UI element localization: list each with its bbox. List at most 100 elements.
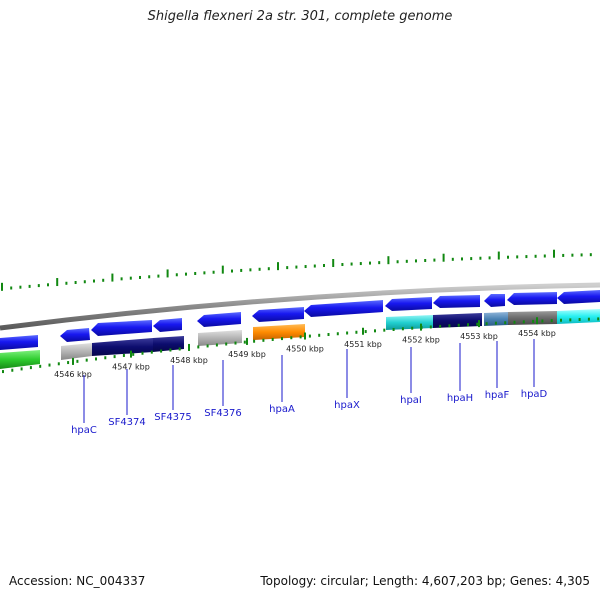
gc-mark	[378, 261, 381, 265]
gene-label[interactable]: hpaF	[485, 390, 510, 401]
scale-dot	[383, 328, 386, 332]
scale-dot	[550, 319, 553, 323]
scale-dot	[76, 359, 79, 363]
scale-tick-label: 4552 kbp	[402, 336, 440, 345]
scale-dot	[587, 317, 590, 321]
gene-class-segment[interactable]	[484, 312, 508, 326]
scale-dot	[532, 319, 535, 323]
gc-mark	[553, 249, 555, 258]
gc-mark	[157, 274, 160, 278]
gene-label[interactable]: SF4376	[204, 408, 242, 419]
gc-mark	[28, 284, 31, 288]
gene-class-segment[interactable]	[557, 309, 600, 324]
gc-mark	[1, 282, 3, 291]
gc-mark	[203, 271, 206, 275]
gene-class-segment[interactable]	[386, 315, 433, 330]
gene-feature[interactable]	[484, 294, 505, 307]
scale-dot	[11, 368, 14, 372]
gc-mark	[433, 258, 436, 262]
gene-label[interactable]: hpaI	[400, 395, 422, 406]
gc-mark	[442, 253, 445, 262]
gene-feature[interactable]	[433, 295, 480, 308]
gc-mark	[221, 265, 224, 274]
scale-major-tick	[478, 320, 480, 328]
scale-dot	[560, 318, 562, 322]
gene-feature[interactable]	[0, 335, 38, 350]
gc-mark	[47, 283, 49, 287]
gene-labels: hpaC SF4374 SF4375 SF4376 hpaA hpaX hpaI hpaH hp…	[71, 339, 548, 436]
gc-mark	[74, 281, 77, 285]
scale-major-tick	[536, 317, 538, 325]
gene-class-segment[interactable]	[433, 313, 482, 328]
scale-dot	[39, 364, 42, 368]
gene-feature[interactable]	[91, 320, 152, 336]
gc-mark	[249, 268, 252, 272]
gc-mark	[166, 269, 169, 278]
gene-feature[interactable]	[252, 307, 304, 322]
scale-dot	[299, 335, 302, 339]
gene-feature[interactable]	[304, 300, 383, 317]
gc-mark	[405, 259, 408, 263]
gc-content-track	[1, 249, 592, 291]
scale-dot	[467, 323, 469, 327]
topology-summary: Topology: circular; Length: 4,607,203 bp…	[260, 574, 590, 588]
gene-label[interactable]: hpaC	[71, 425, 97, 436]
gene-feature[interactable]	[60, 328, 90, 342]
gene-feature[interactable]	[507, 292, 557, 305]
gc-mark	[304, 265, 307, 269]
gene-class-segment[interactable]	[253, 324, 305, 340]
scale-dot	[48, 363, 51, 367]
gene-class-segment[interactable]	[508, 311, 557, 325]
gene-label[interactable]: hpaX	[334, 400, 360, 411]
gc-mark	[359, 262, 362, 266]
gene-label[interactable]: SF4375	[154, 412, 192, 423]
scale-dot	[541, 319, 544, 323]
gc-mark	[516, 255, 519, 259]
scale-dot	[253, 339, 256, 343]
gc-mark	[120, 277, 123, 281]
scale-dot	[160, 349, 163, 353]
scale-dot	[597, 317, 600, 321]
scale-dot	[392, 327, 395, 331]
scale-dot	[401, 327, 404, 331]
gc-mark	[543, 254, 546, 258]
scale-dot	[504, 321, 507, 325]
gc-mark	[350, 262, 353, 266]
scale-dot	[411, 326, 414, 330]
scale-major-tick	[188, 343, 190, 351]
gc-mark	[461, 257, 463, 261]
scale-dot	[476, 322, 479, 326]
gc-mark	[148, 275, 151, 279]
scale-tick-label: 4550 kbp	[286, 345, 324, 354]
gene-feature[interactable]	[557, 290, 600, 304]
scale-dot	[271, 337, 274, 341]
gene-feature[interactable]	[153, 318, 182, 332]
gene-label[interactable]: hpaA	[269, 404, 295, 415]
scale-dot	[122, 353, 125, 357]
scale-dot	[281, 337, 283, 341]
gene-class-segment[interactable]	[198, 330, 242, 346]
gc-mark	[313, 264, 316, 268]
scale-dot	[2, 370, 4, 374]
scale-dot	[374, 329, 376, 333]
gc-mark	[470, 257, 473, 261]
gene-label[interactable]: hpaH	[447, 393, 473, 404]
scale-dot	[355, 330, 358, 334]
scale-dot	[308, 334, 311, 338]
gene-class-segment[interactable]	[153, 336, 184, 352]
gene-label[interactable]: hpaD	[521, 389, 548, 400]
scale-dot	[20, 367, 23, 371]
scale-dot	[262, 338, 265, 342]
gene-class-segment[interactable]	[0, 350, 40, 369]
gene-feature[interactable]	[385, 297, 432, 311]
scale-dot	[364, 330, 367, 334]
gc-mark	[369, 261, 371, 265]
gc-mark	[525, 255, 528, 259]
gene-feature[interactable]	[197, 312, 241, 327]
gene-class-segment[interactable]	[92, 338, 153, 356]
gene-class-segment[interactable]	[61, 343, 92, 360]
gc-mark	[387, 256, 390, 265]
gene-label[interactable]: SF4374	[108, 417, 146, 428]
scale-dot	[225, 342, 228, 346]
